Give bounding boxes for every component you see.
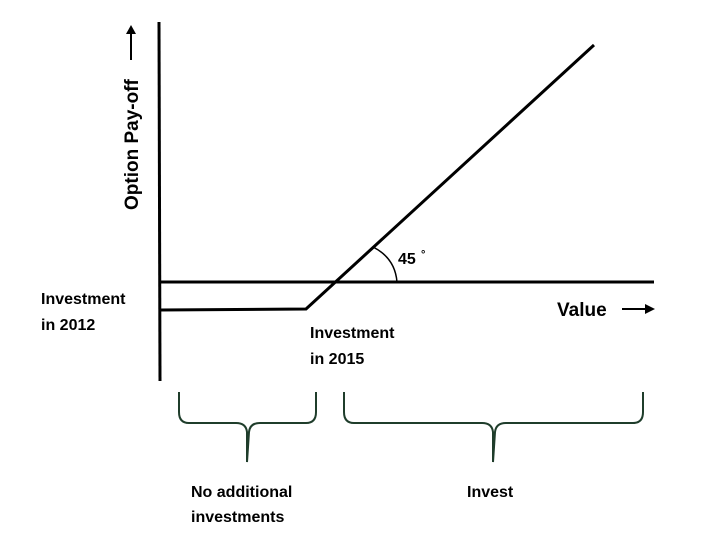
angle-unit: ° xyxy=(421,249,425,261)
payoff-line xyxy=(159,43,596,312)
investment-2012-line2: in 2012 xyxy=(41,317,95,334)
investment-2015-line1: Investment xyxy=(310,325,395,342)
region-invest-label: Invest xyxy=(467,484,514,501)
investment-2012-line1: Investment xyxy=(41,291,126,308)
y-axis xyxy=(157,21,162,382)
brace-no-additional xyxy=(178,392,317,463)
brace-invest xyxy=(343,392,644,463)
angle-arc xyxy=(372,246,398,283)
region-no-additional-line2: investments xyxy=(191,509,284,526)
region-no-additional-line1: No additional xyxy=(191,484,292,501)
y-axis-label: Option Pay-off xyxy=(122,78,143,210)
angle-value: 45 xyxy=(398,251,416,268)
y-axis-arrowhead-icon xyxy=(126,25,136,34)
x-axis-label: Value xyxy=(557,300,607,321)
x-axis-arrowhead-icon xyxy=(645,304,655,314)
investment-2015-line2: in 2015 xyxy=(310,351,364,368)
